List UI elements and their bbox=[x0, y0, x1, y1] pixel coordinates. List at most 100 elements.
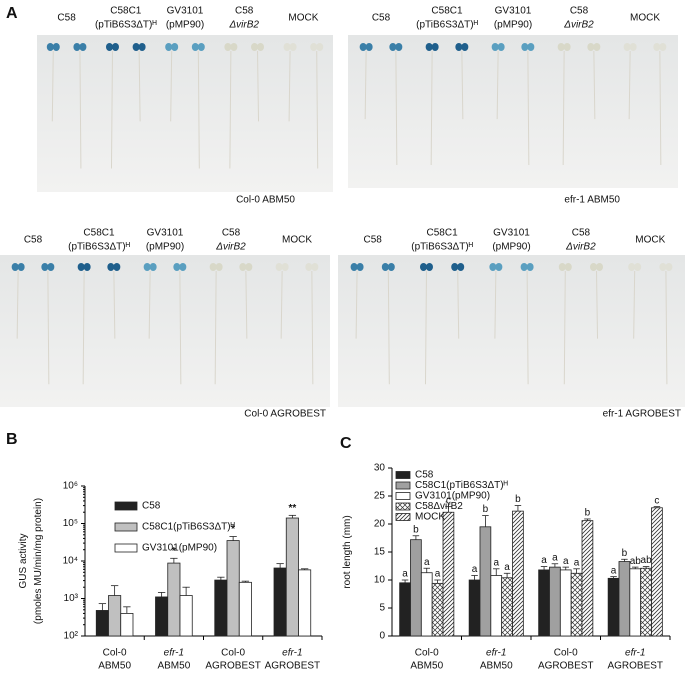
seedling-leaf bbox=[281, 263, 289, 271]
legend-swatch bbox=[395, 513, 411, 521]
annotation: a bbox=[493, 557, 499, 568]
strain-label: C58C1 bbox=[83, 228, 115, 239]
seedling-leaf bbox=[395, 43, 403, 51]
bar bbox=[298, 569, 312, 637]
strain-label: (pMP90) bbox=[492, 242, 530, 253]
x-tick-label: Col-0 bbox=[221, 648, 245, 659]
annotation: b bbox=[413, 524, 419, 535]
strain-label: GV3101 bbox=[495, 6, 532, 17]
seedling-root bbox=[395, 50, 398, 166]
y-axis-label: GUS activity (pmoles MU/min/mg protein) bbox=[18, 498, 44, 624]
bar bbox=[410, 539, 422, 637]
seedling-leaf bbox=[77, 263, 85, 271]
strain-label: ΔvirB2 bbox=[563, 20, 594, 31]
seedling-root bbox=[457, 270, 460, 339]
seedling-leaf bbox=[197, 43, 205, 51]
strain-label: C58 bbox=[222, 228, 241, 239]
seedling-leaf bbox=[634, 263, 642, 271]
bar bbox=[549, 566, 561, 637]
y-tick-label: 20 bbox=[374, 519, 386, 530]
seedling-leaf bbox=[628, 263, 636, 271]
x-tick-label: Col-0 bbox=[103, 648, 127, 659]
x-tick-label: efr-1 bbox=[282, 648, 302, 659]
bar bbox=[120, 613, 134, 637]
annotation: a bbox=[424, 557, 430, 568]
photo bbox=[338, 255, 685, 407]
bar bbox=[431, 582, 444, 637]
seedling-root bbox=[16, 270, 19, 339]
seedling-root bbox=[364, 50, 367, 120]
x-tick-label: AGROBEST bbox=[205, 661, 261, 672]
bar bbox=[479, 526, 492, 637]
x-tick-label: ABM50 bbox=[98, 661, 131, 672]
bar bbox=[468, 579, 481, 637]
strain-label: C58C1 bbox=[427, 228, 459, 239]
seedling-leaf bbox=[356, 263, 364, 271]
strain-label: C58C1 bbox=[110, 6, 142, 17]
y-tick-label: 10² bbox=[64, 631, 79, 642]
bar bbox=[226, 540, 240, 637]
seedling-leaf bbox=[665, 263, 673, 271]
y-tick-label: 10³ bbox=[64, 593, 79, 604]
seedling-root bbox=[563, 270, 566, 385]
strain-label: ΔvirB2 bbox=[565, 242, 596, 253]
seedling-leaf bbox=[359, 43, 367, 51]
annotation: a bbox=[574, 557, 580, 568]
seedling-leaf bbox=[455, 43, 463, 51]
legend-swatch bbox=[395, 502, 411, 511]
legend-swatch bbox=[395, 492, 411, 500]
strain-label: C58 bbox=[570, 6, 589, 17]
seedling-leaf bbox=[311, 263, 319, 271]
y-tick-label: 10⁴ bbox=[63, 556, 78, 567]
seedling-root bbox=[494, 270, 497, 339]
annotation: a bbox=[504, 562, 510, 573]
bar bbox=[538, 569, 550, 637]
seedling-leaf bbox=[310, 43, 318, 51]
panel-label: A bbox=[6, 5, 18, 22]
bar bbox=[640, 567, 652, 637]
seedling-root bbox=[197, 50, 200, 169]
y-tick-label: 10⁵ bbox=[63, 518, 78, 529]
seedling-leaf bbox=[132, 43, 140, 51]
strain-label: (pMP90) bbox=[166, 20, 204, 31]
seedling-root bbox=[51, 50, 54, 122]
y-tick-label: 15 bbox=[374, 547, 386, 558]
seedling-leaf bbox=[17, 263, 25, 271]
legend-swatch bbox=[395, 481, 411, 490]
y-axis-label-line: root length (mm) bbox=[342, 515, 353, 588]
strain-label: MOCK bbox=[630, 13, 660, 24]
x-tick-label: AGROBEST bbox=[538, 661, 594, 672]
x-tick-label: Col-0 bbox=[554, 648, 578, 659]
seedling-root bbox=[527, 50, 530, 166]
x-tick-label: ABM50 bbox=[157, 661, 190, 672]
y-tick-label: 10 bbox=[374, 575, 386, 586]
seedling-leaf bbox=[47, 263, 55, 271]
seedling-leaf bbox=[191, 43, 199, 51]
seedling-leaf bbox=[431, 43, 439, 51]
annotation: a bbox=[435, 569, 441, 580]
annotation: * bbox=[231, 524, 235, 535]
seedling-leaf bbox=[275, 263, 283, 271]
bar bbox=[512, 510, 524, 637]
seedling-leaf bbox=[526, 263, 534, 271]
strain-label: GV3101 bbox=[147, 228, 184, 239]
seedling-leaf bbox=[389, 43, 397, 51]
seedling-root bbox=[245, 270, 248, 339]
strain-label: (pTiB6S3ΔT)ᴴ bbox=[416, 20, 478, 31]
bar bbox=[570, 572, 583, 637]
x-tick-label: efr-1 bbox=[164, 648, 184, 659]
strain-label: (pMP90) bbox=[146, 242, 184, 253]
annotation: ab bbox=[641, 555, 653, 566]
seedling-root bbox=[110, 50, 113, 169]
seedling-leaf bbox=[230, 43, 238, 51]
strain-label: (pMP90) bbox=[494, 20, 532, 31]
seedling-leaf bbox=[419, 263, 427, 271]
seedling-leaf bbox=[224, 43, 232, 51]
seedling-root bbox=[257, 50, 260, 122]
annotation: b bbox=[585, 508, 591, 519]
seedling-leaf bbox=[558, 263, 566, 271]
seedling-leaf bbox=[596, 263, 604, 271]
legend-label: C58ΔvirB2 bbox=[415, 501, 463, 512]
seedling-root bbox=[82, 270, 85, 385]
seedling-leaf bbox=[215, 263, 223, 271]
